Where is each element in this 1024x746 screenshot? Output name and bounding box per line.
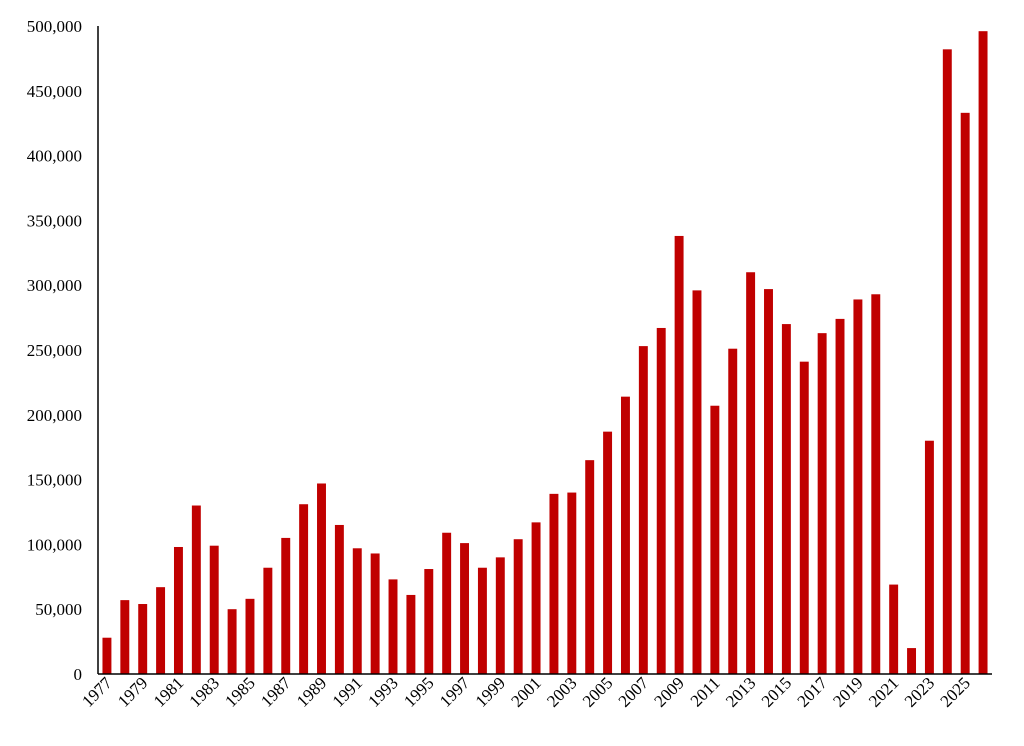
y-tick-label: 150,000 [27,471,82,490]
y-tick-label: 200,000 [27,406,82,425]
bar-1977 [102,637,112,674]
bar-2001 [531,522,541,674]
bar-2021 [889,584,899,674]
y-tick-label: 450,000 [27,82,82,101]
bar-1987 [281,537,291,674]
x-tick-label: 1987 [257,673,295,711]
bar-2009 [674,235,684,674]
x-tick-label: 1999 [472,673,509,710]
x-tick-label: 1979 [114,673,151,710]
bar-2003 [567,492,577,674]
x-tick-label: 1993 [364,673,401,710]
bar-1978 [120,600,130,674]
y-tick-label: 250,000 [27,341,82,360]
x-tick-label: 1985 [221,673,258,710]
x-tick-label: 2011 [687,673,724,710]
x-tick-label: 2017 [793,673,831,711]
bar-2012 [728,348,738,674]
x-tick-label: 2025 [937,673,974,710]
x-tick-label: 1991 [329,673,366,710]
bar-1986 [263,567,273,674]
x-tick-label: 2021 [865,673,902,710]
bar-1989 [317,483,326,674]
bar-1980 [156,587,166,674]
x-tick-label: 1997 [436,673,474,711]
x-tick-label: 2013 [722,673,759,710]
bar-2018 [835,318,845,674]
y-tick-label: 350,000 [27,211,82,230]
x-tick-label: 1981 [150,673,187,710]
bar-2022 [907,648,917,674]
bar-2004 [585,460,595,674]
bar-1993 [388,579,398,674]
bar-2024 [942,49,952,674]
y-tick-label: 0 [74,665,83,684]
x-tick-label: 2015 [758,673,795,710]
y-tick-label: 50,000 [35,600,82,619]
y-tick-label: 400,000 [27,147,82,166]
bar-2015 [781,324,791,674]
bar-1984 [227,609,237,674]
x-tick-label: 2023 [901,673,938,710]
bar-1988 [299,504,309,674]
bar-2013 [746,272,756,674]
bar-2007 [638,346,648,674]
bar-2016 [799,361,809,674]
bar-2000 [513,539,523,674]
bars [102,31,988,674]
bar-2026 [978,31,988,674]
bar-1982 [191,505,201,674]
bar-2017 [817,333,827,674]
bar-1990 [334,524,344,674]
x-tick-label: 1989 [293,673,330,710]
x-tick-label: 2001 [507,673,544,710]
bar-2019 [853,299,863,674]
y-tick-label: 100,000 [27,535,82,554]
bar-2020 [871,294,881,674]
bar-1979 [138,604,148,674]
bar-1995 [424,569,434,674]
bar-1991 [352,548,362,674]
bar-1994 [406,594,416,674]
x-tick-label: 2009 [650,673,687,710]
bar-1998 [477,567,487,674]
bar-2002 [549,493,559,674]
bar-1981 [173,546,183,674]
bar-2023 [924,440,934,674]
bar-1985 [245,598,255,674]
bar-1992 [370,553,380,674]
bar-1996 [442,532,452,674]
bar-1997 [460,543,470,674]
y-tick-label: 500,000 [27,17,82,36]
bar-2006 [620,396,630,674]
bar-2005 [603,431,613,674]
bar-2008 [656,327,666,674]
bar-1983 [209,545,219,674]
x-axis-ticks: 1977197919811983198519871989199119931995… [78,673,974,711]
x-tick-label: 1977 [78,673,116,711]
bar-2010 [692,290,702,674]
x-tick-label: 2007 [615,673,653,711]
y-axis-ticks: 0 50,000 100,000 150,000 200,000 250,000 300,0… [27,17,82,684]
x-tick-label: 2003 [543,673,580,710]
y-tick-label: 300,000 [27,276,82,295]
x-tick-label: 1995 [400,673,437,710]
bar-1999 [495,557,505,674]
x-tick-label: 2005 [579,673,616,710]
x-tick-label: 1983 [186,673,223,710]
bar-2025 [960,112,970,674]
x-tick-label: 2019 [829,673,866,710]
bar-2014 [764,289,773,674]
bar-2011 [710,405,720,674]
